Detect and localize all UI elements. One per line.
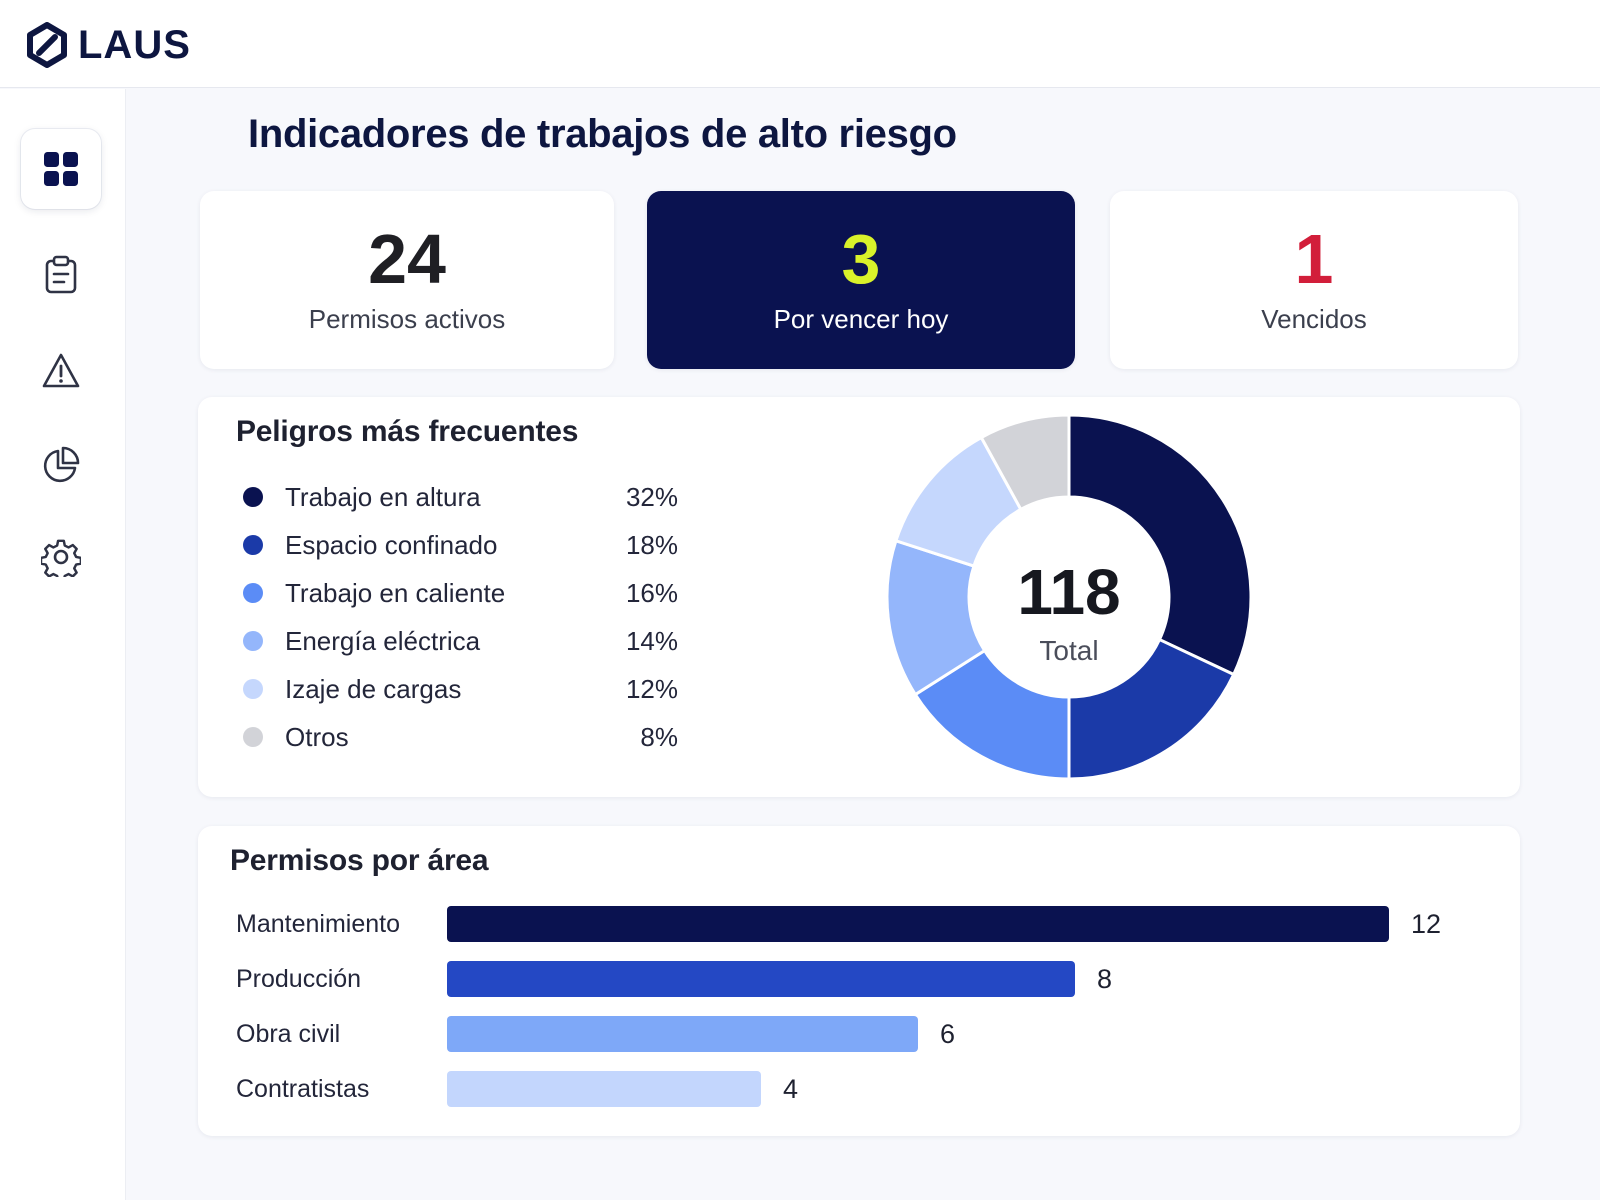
kpi-card-expiring-today[interactable]: 3 Por vencer hoy <box>647 191 1075 369</box>
kpi-card-active-permits[interactable]: 24 Permisos activos <box>200 191 614 369</box>
legend-percent: 16% <box>625 578 678 608</box>
donut-slice-otros[interactable] <box>979 413 1071 512</box>
legend-item: Otros 8% <box>238 713 678 761</box>
donut-total-value: 118 <box>1017 556 1121 628</box>
bar-value: 8 <box>1097 964 1113 994</box>
donut-slice-trabajo-en-altura[interactable] <box>1067 413 1253 677</box>
pie-chart-icon <box>43 446 80 483</box>
kpi-value: 1 <box>1294 220 1334 298</box>
legend-dot <box>243 727 263 747</box>
bar-label: Obra civil <box>236 1020 341 1048</box>
legend-item: Trabajo en caliente 16% <box>238 569 678 617</box>
bar-row: Mantenimiento 12 <box>198 904 1520 944</box>
legend-percent: 14% <box>625 626 678 656</box>
legend-label: Otros <box>285 721 349 752</box>
sidebar-item-reports[interactable] <box>21 425 101 505</box>
bar-value: 6 <box>940 1019 956 1049</box>
bar-track <box>447 1016 1413 1052</box>
hazards-card: Peligros más frecuentes Trabajo en altur… <box>198 397 1520 797</box>
kpi-value: 24 <box>368 220 446 298</box>
brand[interactable]: LAUS <box>26 20 191 70</box>
bar-contratistas[interactable] <box>447 1071 761 1107</box>
legend-dot <box>243 583 263 603</box>
legend-dot <box>243 631 263 651</box>
kpi-value: 3 <box>841 220 881 298</box>
legend-dot <box>243 487 263 507</box>
sidebar-item-dashboard[interactable] <box>21 129 101 209</box>
areas-card: Permisos por área Mantenimiento 12 Producc… <box>198 826 1520 1136</box>
kpi-label: Por vencer hoy <box>773 304 949 334</box>
sidebar-item-permits[interactable] <box>21 235 101 315</box>
legend-label: Energía eléctrica <box>285 625 481 656</box>
clipboard-icon <box>45 255 77 294</box>
sidebar-item-hazards[interactable] <box>21 331 101 411</box>
hazards-donut-chart: 118 Total <box>884 412 1254 782</box>
bar-track <box>447 906 1413 942</box>
hazards-legend: Trabajo en altura 32% Espacio confinado 18%… <box>238 473 678 761</box>
donut-slice-espacio-confinado[interactable] <box>1067 637 1236 781</box>
bar-producción[interactable] <box>447 961 1075 997</box>
legend-dot <box>243 679 263 699</box>
sidebar <box>0 89 126 1200</box>
legend-item: Izaje de cargas 12% <box>238 665 678 713</box>
legend-percent: 8% <box>640 722 678 752</box>
brand-name: LAUS <box>78 22 191 67</box>
bar-track <box>447 961 1413 997</box>
legend-item: Espacio confinado 18% <box>238 521 678 569</box>
kpi-card-expired[interactable]: 1 Vencidos <box>1110 191 1518 369</box>
bar-value: 4 <box>783 1074 799 1104</box>
bar-track <box>447 1071 1413 1107</box>
legend-item: Trabajo en altura 32% <box>238 473 678 521</box>
bar-label: Contratistas <box>236 1075 370 1103</box>
bar-row: Producción 8 <box>198 959 1520 999</box>
hazards-title: Peligros más frecuentes <box>236 415 579 448</box>
areas-title: Permisos por área <box>230 844 489 877</box>
laus-logo-icon <box>27 22 67 68</box>
legend-item: Energía eléctrica 14% <box>238 617 678 665</box>
bar-label: Producción <box>236 965 362 993</box>
bar-label: Mantenimiento <box>236 910 400 938</box>
donut-svg <box>885 413 1253 781</box>
legend-percent: 32% <box>625 482 678 512</box>
legend-label: Trabajo en altura <box>285 481 481 512</box>
legend-label: Espacio confinado <box>285 529 498 560</box>
dashboard-grid-icon <box>44 152 78 186</box>
legend-dot <box>243 535 263 555</box>
bar-obra-civil[interactable] <box>447 1016 918 1052</box>
top-bar: LAUS <box>0 0 1600 88</box>
bar-row: Contratistas 4 <box>198 1069 1520 1109</box>
bar-mantenimiento[interactable] <box>447 906 1389 942</box>
kpi-label: Vencidos <box>1261 304 1367 334</box>
warning-triangle-icon <box>42 353 80 388</box>
legend-percent: 12% <box>625 674 678 704</box>
sidebar-item-settings[interactable] <box>21 517 101 597</box>
legend-label: Izaje de cargas <box>285 673 462 704</box>
page-title: Indicadores de trabajos de alto riesgo <box>248 112 957 156</box>
bar-value: 12 <box>1411 909 1442 939</box>
legend-label: Trabajo en caliente <box>285 577 506 608</box>
donut-total-label: Total <box>1039 635 1099 666</box>
legend-percent: 18% <box>625 530 678 560</box>
bar-row: Obra civil 6 <box>198 1014 1520 1054</box>
kpi-label: Permisos activos <box>308 304 506 334</box>
gear-icon <box>41 539 81 577</box>
